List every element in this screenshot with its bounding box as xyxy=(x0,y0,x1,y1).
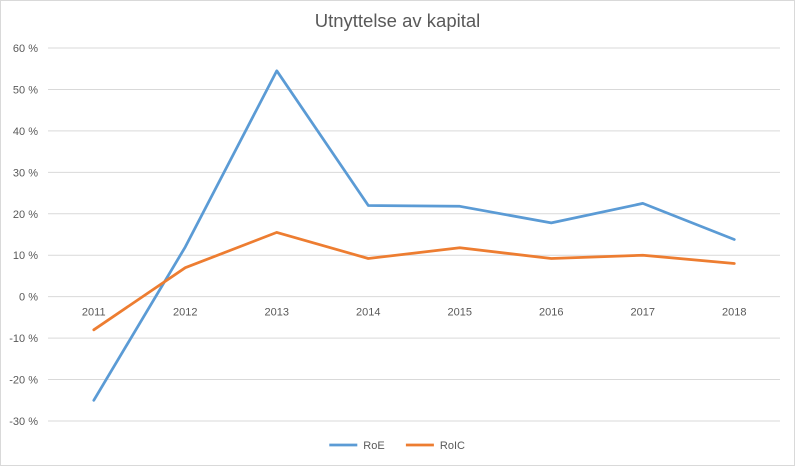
chart-title: Utnyttelse av kapital xyxy=(314,10,481,31)
y-tick-label: 20 % xyxy=(13,209,38,221)
x-tick-label: 2011 xyxy=(82,307,106,319)
y-tick-label: 40 % xyxy=(13,126,38,138)
series-line-roe xyxy=(92,69,736,402)
x-tick-label: 2012 xyxy=(173,307,197,319)
x-tick-label: 2016 xyxy=(539,307,563,319)
y-tick-label: 60 % xyxy=(13,43,38,55)
x-tick-label: 2017 xyxy=(631,307,655,319)
x-tick-label: 2013 xyxy=(265,307,289,319)
y-tick-label: 50 % xyxy=(13,84,38,96)
x-tick-label: 2018 xyxy=(722,307,746,319)
legend-label: RoIC xyxy=(440,440,465,452)
y-tick-label: 0 % xyxy=(19,292,38,304)
y-tick-label: -20 % xyxy=(9,375,38,387)
x-tick-label: 2014 xyxy=(356,307,380,319)
y-tick-label: 10 % xyxy=(13,250,38,262)
y-tick-label: -10 % xyxy=(9,333,38,345)
legend-label: RoE xyxy=(363,440,384,452)
x-tick-label: 2015 xyxy=(448,307,472,319)
y-tick-label: -30 % xyxy=(9,416,38,428)
y-tick-label: 30 % xyxy=(13,167,38,179)
series-line-roic xyxy=(92,231,736,332)
